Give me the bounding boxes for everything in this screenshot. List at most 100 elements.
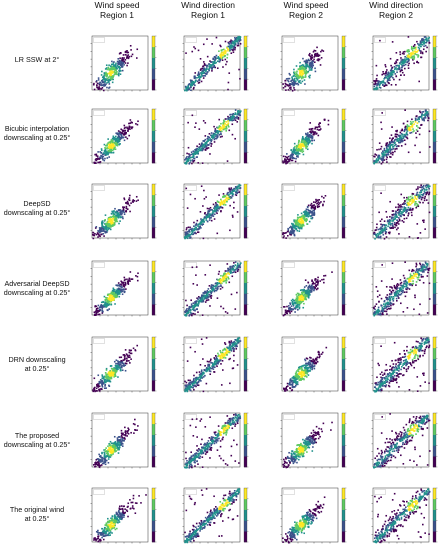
density-cell (385, 146, 388, 148)
density-cell (203, 74, 206, 77)
density-cell (100, 154, 102, 157)
density-cell (229, 267, 231, 269)
density-cell (116, 73, 118, 75)
density-cell (187, 310, 190, 312)
density-cell (381, 152, 383, 155)
colorbar-segment (244, 205, 247, 217)
density-cell (98, 87, 101, 90)
density-cell (128, 204, 131, 207)
density-cell (108, 141, 110, 144)
density-cell (381, 231, 384, 234)
stats-box (374, 110, 386, 116)
density-cell (192, 312, 195, 315)
density-cell (396, 129, 398, 132)
density-cell (211, 287, 214, 289)
colorbar-segment (152, 184, 155, 196)
colorbar-segment (433, 194, 436, 206)
density-cell (222, 121, 225, 123)
density-cell (117, 74, 120, 77)
density-cell (237, 268, 240, 271)
density-cell (308, 214, 310, 216)
density-cell (384, 151, 387, 153)
density-cell (112, 68, 114, 70)
density-cell (297, 156, 299, 158)
density-cell (114, 73, 116, 75)
density-cell (198, 81, 201, 84)
density-cell (101, 84, 103, 87)
density-cell (385, 210, 388, 213)
density-cell (289, 233, 291, 236)
density-cell (293, 89, 296, 91)
density-cell (239, 262, 242, 264)
density-cell (379, 87, 382, 89)
density-cell (107, 77, 109, 80)
colorbar-segment (152, 227, 155, 239)
density-cell (112, 213, 115, 215)
density-cell (406, 61, 408, 64)
density-cell (109, 223, 111, 226)
density-cell (375, 78, 378, 80)
density-cell (92, 237, 95, 240)
density-cell (388, 226, 391, 229)
density-cell (419, 195, 422, 198)
density-cell (293, 234, 296, 237)
density-cell (419, 195, 421, 198)
density-cell (113, 61, 115, 63)
density-cell (318, 125, 321, 127)
colorbar-segment (244, 261, 247, 273)
density-cell (414, 46, 417, 49)
density-cell (297, 148, 299, 151)
density-cell (123, 211, 125, 214)
density-cell (123, 64, 125, 66)
density-cell (409, 203, 412, 206)
density-cell (423, 219, 425, 222)
density-cell (400, 193, 403, 196)
density-cell (311, 55, 313, 57)
density-cell (284, 85, 286, 88)
density-cell (234, 308, 237, 310)
density-cell (419, 115, 421, 118)
density-cell (236, 38, 238, 40)
density-cell (185, 187, 188, 190)
density-cell (314, 70, 317, 73)
density-cell (399, 63, 401, 65)
colorbar (151, 183, 156, 239)
density-cell (108, 78, 110, 81)
density-cell (198, 128, 201, 130)
density-cell (316, 126, 319, 129)
density-cell (297, 150, 299, 152)
density-cell (282, 160, 284, 163)
density-cell (399, 206, 401, 208)
density-cell (393, 218, 396, 220)
density-cell (399, 74, 402, 77)
density-cell (128, 55, 131, 58)
density-cell (215, 57, 217, 60)
density-cell (124, 62, 127, 64)
density-cell (123, 279, 126, 282)
density-cell (388, 82, 390, 85)
density-cell (234, 119, 237, 122)
density-cell (321, 195, 323, 198)
density-cell (191, 228, 193, 231)
density-cell (115, 141, 118, 144)
density-cell (304, 68, 307, 71)
density-cell (207, 294, 209, 297)
density-cell (291, 155, 294, 158)
density-cell (102, 304, 105, 307)
density-cell (295, 80, 297, 82)
density-cell (228, 50, 231, 52)
density-cell (136, 123, 139, 126)
density-cell (422, 193, 425, 196)
scatter-density-panel (170, 253, 250, 323)
density-cell (184, 159, 186, 161)
colorbar-segment (244, 68, 247, 80)
density-cell (296, 216, 299, 219)
density-cell (193, 159, 196, 162)
density-cell (399, 53, 402, 56)
density-cell (377, 234, 380, 236)
density-cell (231, 133, 234, 136)
density-cell (409, 132, 411, 134)
density-cell (120, 132, 123, 134)
density-cell (215, 285, 217, 288)
density-cell (112, 210, 115, 213)
